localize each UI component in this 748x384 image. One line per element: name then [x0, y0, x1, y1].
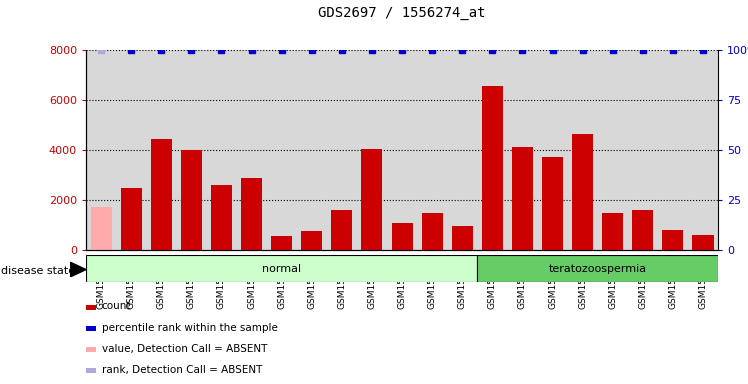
Bar [572, 134, 593, 250]
Bar [181, 150, 202, 250]
Text: count: count [102, 301, 131, 311]
Bar [86, 255, 477, 282]
Text: normal: normal [262, 264, 301, 274]
Text: rank, Detection Call = ABSENT: rank, Detection Call = ABSENT [102, 365, 262, 375]
Bar [151, 139, 172, 250]
Bar [91, 207, 111, 250]
Bar [452, 226, 473, 250]
Bar [602, 214, 623, 250]
Bar [512, 147, 533, 250]
Bar [241, 179, 262, 250]
Bar [331, 210, 352, 250]
Bar [271, 236, 292, 250]
Bar [422, 214, 443, 250]
Bar [542, 157, 563, 250]
Bar [391, 223, 413, 250]
Text: teratozoospermia: teratozoospermia [548, 264, 647, 274]
Bar [211, 185, 232, 250]
Polygon shape [70, 262, 86, 277]
Bar [477, 255, 718, 282]
Text: GDS2697 / 1556274_at: GDS2697 / 1556274_at [319, 6, 485, 20]
Text: value, Detection Call = ABSENT: value, Detection Call = ABSENT [102, 344, 267, 354]
Text: percentile rank within the sample: percentile rank within the sample [102, 323, 278, 333]
Bar [361, 149, 382, 250]
Bar [120, 189, 141, 250]
Bar [693, 235, 714, 250]
Bar [663, 230, 684, 250]
Bar [482, 86, 503, 250]
Bar [301, 231, 322, 250]
Bar [632, 210, 653, 250]
Text: disease state: disease state [1, 266, 76, 276]
